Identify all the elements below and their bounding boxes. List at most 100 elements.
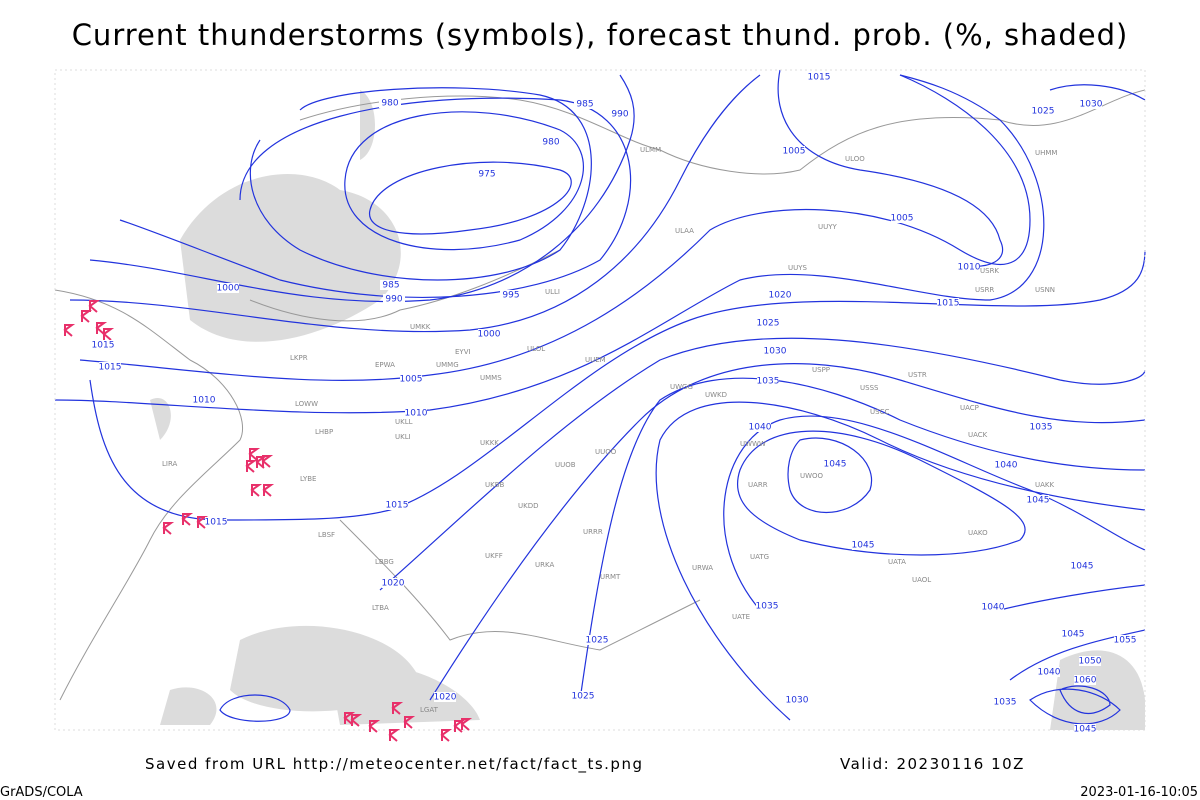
label-background	[1062, 629, 1084, 639]
isobar-label: 1045	[852, 541, 875, 551]
isobar-label: 1045	[1074, 725, 1097, 735]
isobar	[79, 74, 1031, 381]
station-label: URKA	[535, 561, 554, 569]
isobar-label: 1060	[1074, 676, 1097, 686]
isobar	[777, 69, 1004, 267]
isobar-label: 1015	[808, 73, 831, 83]
isobar-label: 1040	[982, 603, 1005, 613]
isobar-label: 1035	[757, 377, 780, 387]
label-background	[386, 500, 408, 510]
label-background	[405, 408, 427, 418]
label-background	[586, 635, 608, 645]
station-label: USRR	[975, 286, 994, 294]
label-background	[757, 318, 779, 328]
label-background	[749, 422, 771, 432]
isobar-label: 1030	[764, 347, 787, 357]
label-background	[382, 578, 404, 588]
software: GrADS/COLA	[0, 785, 83, 800]
isobar	[344, 111, 584, 251]
isobar-label: 1055	[1114, 636, 1137, 646]
label-background	[500, 290, 522, 300]
station-label: USCC	[870, 408, 889, 416]
station-label: UAOL	[912, 576, 931, 584]
thunderstorm-probability-shading	[150, 90, 1145, 730]
station-label: ULLI	[545, 288, 560, 296]
isobar-label: 1045	[1071, 562, 1094, 572]
isobar-label: 1040	[995, 461, 1018, 471]
isobar-label: 1020	[434, 693, 457, 703]
isobar	[69, 74, 761, 333]
isobar-label: 1045	[1027, 496, 1050, 506]
label-background	[193, 395, 215, 405]
station-label: LTBA	[372, 604, 389, 612]
isobar-label: 1015	[99, 363, 122, 373]
thunderstorm-symbol	[391, 702, 404, 715]
label-background	[1074, 675, 1096, 685]
thunderstorm-symbol	[162, 522, 175, 535]
label-background	[783, 146, 805, 156]
isobar	[54, 74, 1045, 414]
station-label: USTR	[908, 371, 927, 379]
station-label: URWA	[692, 564, 713, 572]
label-background	[476, 169, 498, 179]
station-label: EYVI	[455, 348, 471, 356]
coastlines	[54, 89, 1146, 701]
station-label: UKBB	[485, 481, 505, 489]
map-frame	[54, 69, 1146, 731]
isobar-label: 1025	[757, 319, 780, 329]
station-label: UACK	[968, 431, 988, 439]
station-label: UWGG	[670, 383, 693, 391]
isobar-label: 1000	[478, 330, 501, 340]
isobar	[736, 430, 1026, 556]
label-background	[217, 283, 239, 293]
label-background	[891, 213, 913, 223]
isobar-label: 1045	[1062, 630, 1085, 640]
isobar-label: 1035	[756, 602, 779, 612]
station-label: UMKK	[410, 323, 431, 331]
isobar-label: 1010	[405, 409, 428, 419]
isobar-label: 1025	[572, 692, 595, 702]
isobar-label: 975	[478, 170, 495, 180]
label-background	[574, 99, 596, 109]
thunderstorm-symbol	[88, 300, 101, 313]
label-background	[99, 362, 121, 372]
label-background	[380, 280, 402, 290]
label-background	[756, 601, 778, 611]
thunderstorm-symbol	[245, 460, 258, 473]
station-label: UHMM	[1035, 149, 1057, 157]
station-label: UWKD	[705, 391, 727, 399]
thunderstorm-symbol	[95, 322, 108, 335]
isobar-label: 1025	[1032, 107, 1055, 117]
label-background	[852, 540, 874, 550]
station-label: EPWA	[375, 361, 395, 369]
station-label: LBSF	[318, 531, 335, 539]
isobar-label: 1010	[193, 396, 216, 406]
label-background	[400, 374, 422, 384]
station-label: UKLI	[395, 433, 411, 441]
isobar-label: 1000	[217, 284, 240, 294]
isobar-label: 985	[382, 281, 399, 291]
map-area	[54, 69, 1146, 731]
station-label: UUYY	[818, 223, 838, 231]
label-background	[434, 692, 456, 702]
station-label: UATG	[750, 553, 769, 561]
label-background	[92, 340, 114, 350]
station-label: UMMS	[480, 374, 502, 382]
label-background	[1079, 656, 1101, 666]
station-label: LGAT	[420, 706, 439, 714]
label-background	[1030, 422, 1052, 432]
valid-time: Valid: 20230116 10Z	[840, 755, 1025, 773]
station-label: UKDD	[518, 502, 539, 510]
label-background	[1038, 667, 1060, 677]
station-label: UKFF	[485, 552, 503, 560]
isobar	[249, 87, 592, 281]
source-url: Saved from URL http://meteocenter.net/fa…	[145, 755, 643, 774]
isobar-label: 1035	[994, 698, 1017, 708]
isobar-label: 1015	[937, 299, 960, 309]
label-background	[1080, 99, 1102, 109]
thunderstorm-symbol	[261, 455, 274, 468]
label-background	[609, 109, 631, 119]
isobar-label: 1030	[1080, 100, 1103, 110]
isobar-label: 1040	[749, 423, 772, 433]
